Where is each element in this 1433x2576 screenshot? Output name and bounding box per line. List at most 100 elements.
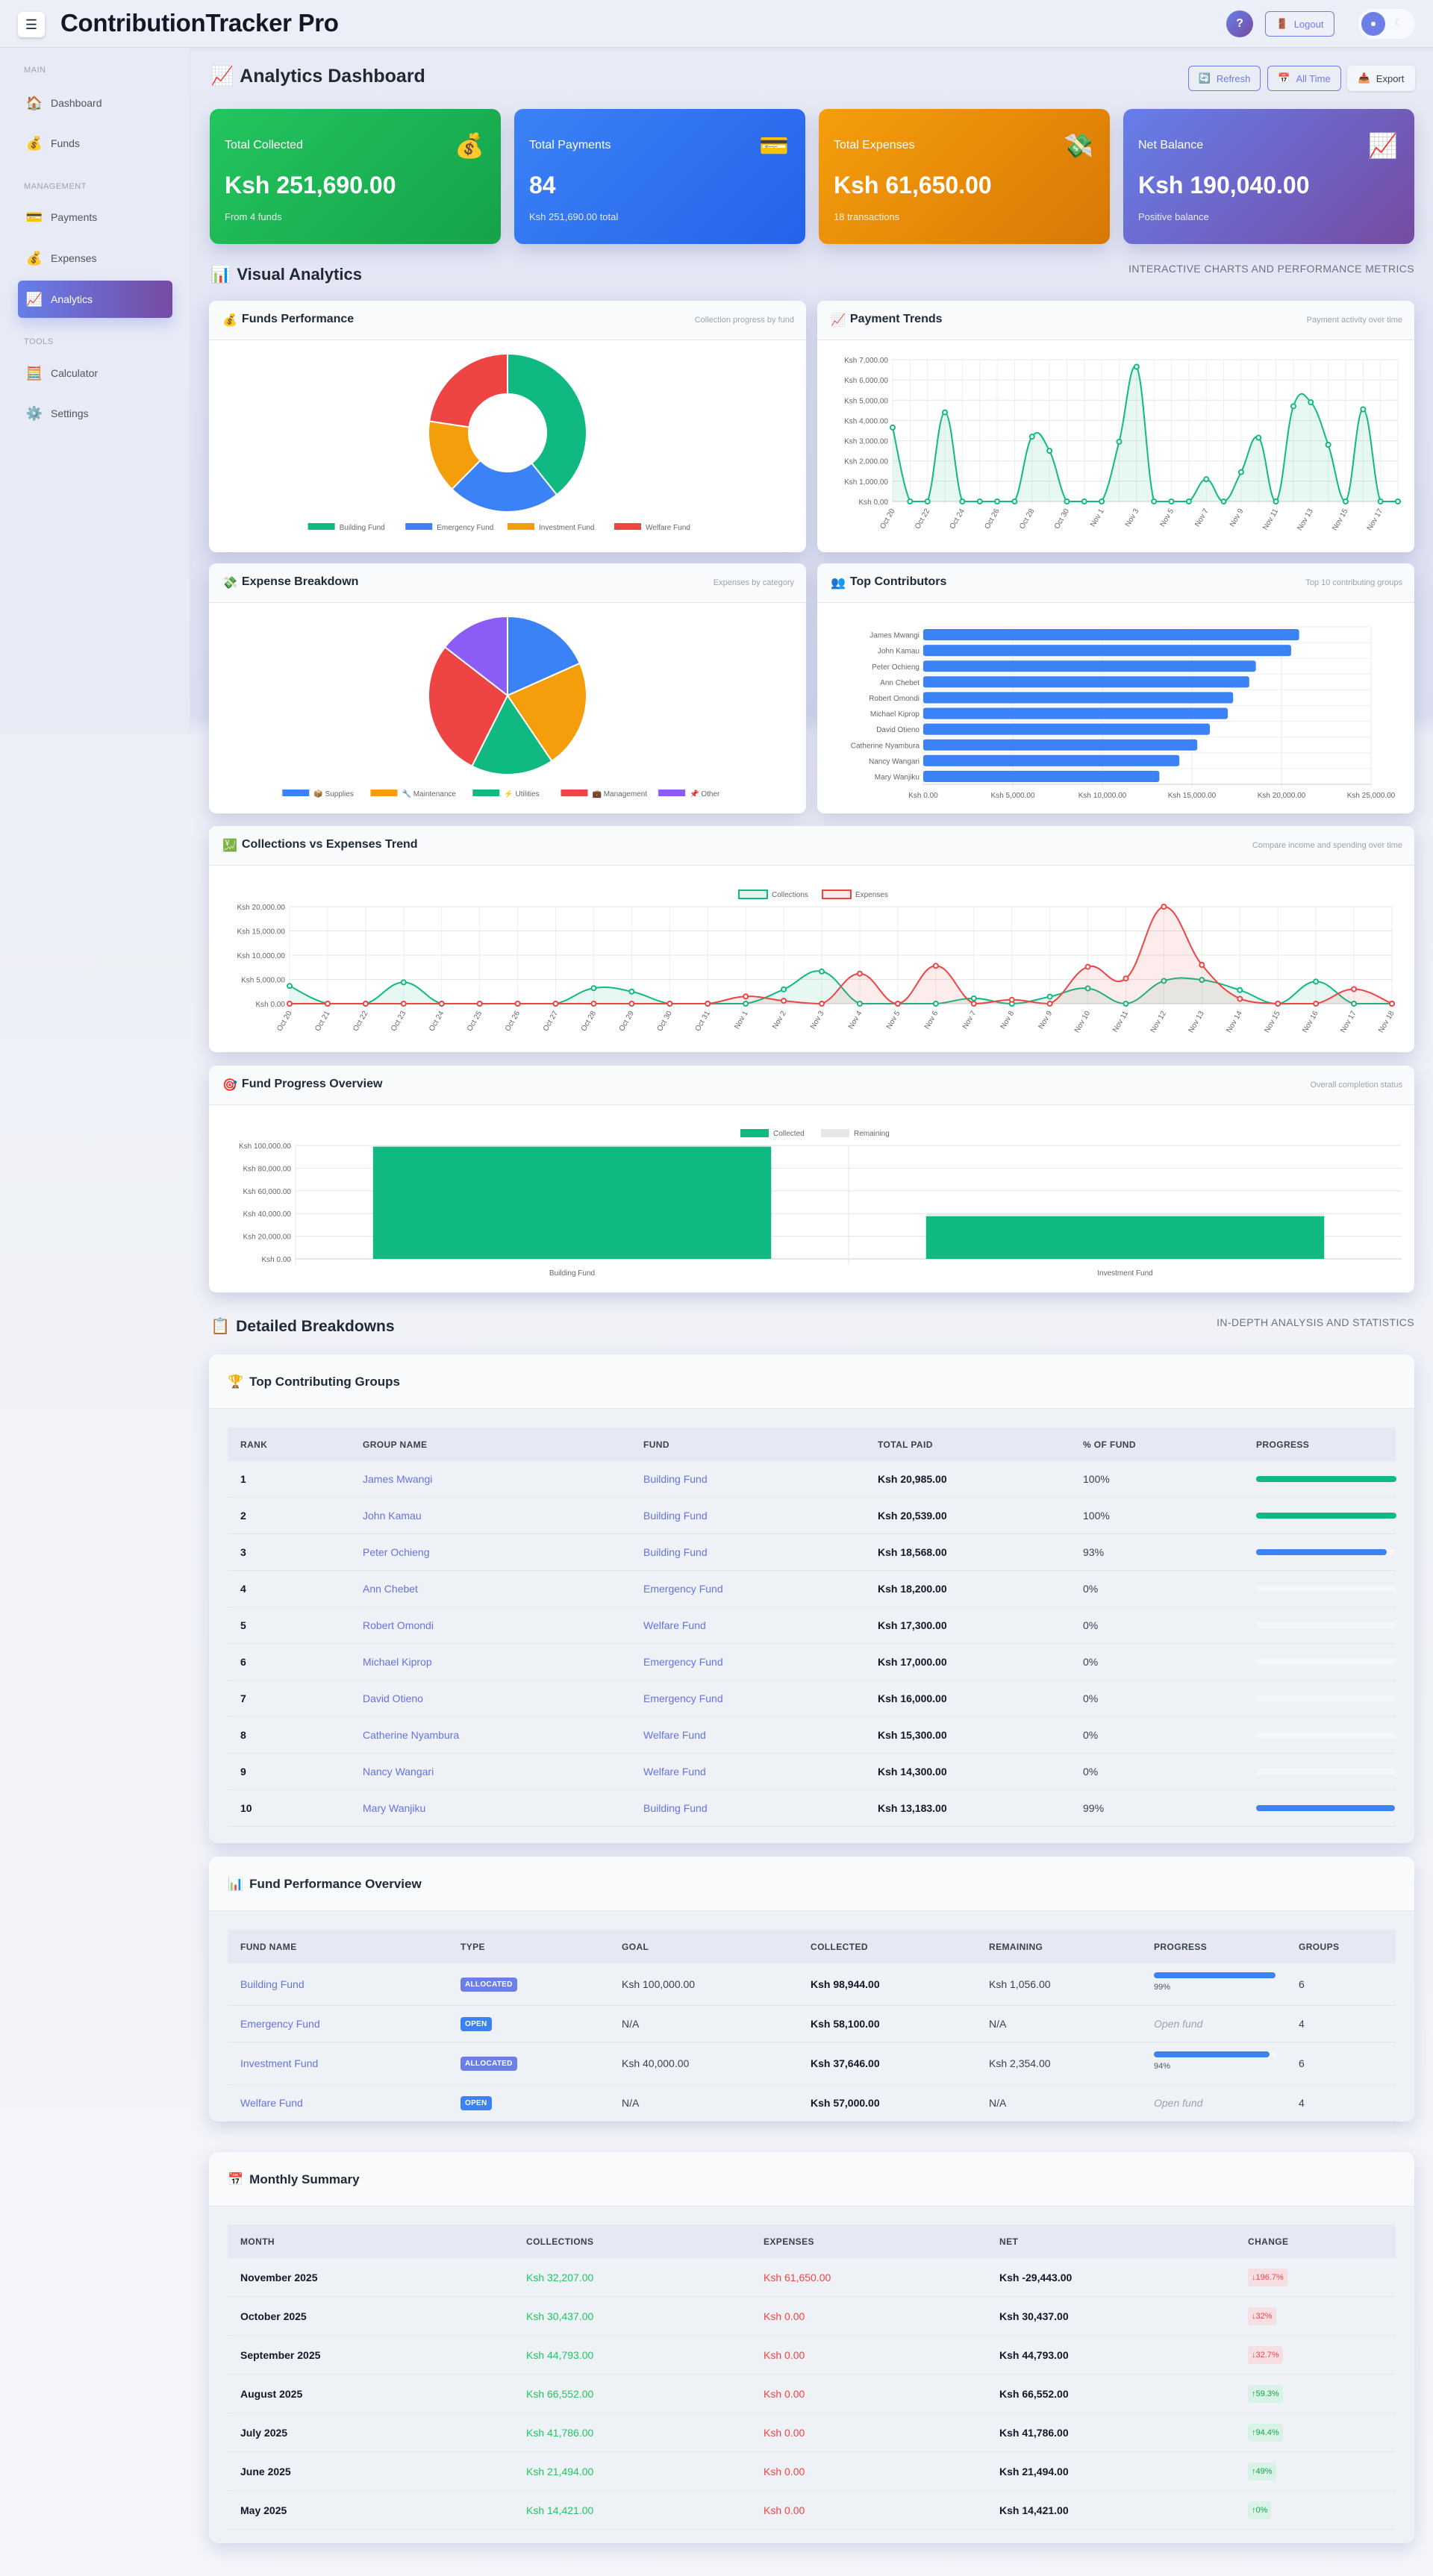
column-header[interactable]: EXPENSES	[764, 2236, 814, 2247]
x-tick-label: Oct 24	[428, 1010, 446, 1033]
top-contributors-bar-chart[interactable]: Ksh 0.00 Ksh 5,000.00 Ksh 10,000.00 Ksh 15,…	[817, 563, 1414, 813]
group-name-link[interactable]: John Kamau	[363, 1510, 422, 1522]
help-button[interactable]: ?	[1226, 10, 1253, 37]
column-header[interactable]: RANK	[240, 1439, 268, 1450]
table-cell: ↑49%	[1235, 2462, 1396, 2480]
pie-slice	[451, 459, 558, 513]
column-header[interactable]: TYPE	[461, 1941, 485, 1952]
data-point	[1046, 993, 1053, 1000]
column-header[interactable]: GROUPS	[1299, 1941, 1340, 1952]
column-header[interactable]: MONTH	[240, 2236, 275, 2247]
column-header[interactable]: GROUP NAME	[363, 1439, 428, 1450]
x-tick-label: Nov 7	[961, 1010, 978, 1031]
group-name-link[interactable]: David Otieno	[363, 1692, 423, 1704]
y-tick-label: Robert Omondi	[869, 695, 920, 703]
sidebar-item-settings[interactable]: ⚙️ Settings	[18, 395, 172, 432]
fund-link[interactable]: Emergency Fund	[643, 1656, 723, 1668]
data-point	[1237, 995, 1243, 1002]
fund-link[interactable]: Building Fund	[643, 1802, 708, 1814]
table-cell: Ksh 20,539.00	[865, 1510, 1070, 1522]
stat-value: Ksh 251,690.00	[225, 172, 396, 198]
data-point	[1168, 498, 1175, 504]
sidebar-item-expenses[interactable]: 💰 Expenses	[18, 240, 172, 277]
refresh-button[interactable]: 🔄 Refresh	[1188, 66, 1261, 91]
bar-remaining	[925, 1213, 1325, 1216]
collected: Ksh 98,944.00	[811, 1978, 880, 1990]
group-name-link[interactable]: Mary Wanjiku	[363, 1802, 426, 1814]
fund-name-link[interactable]: Welfare Fund	[240, 2097, 303, 2109]
logout-button[interactable]: 🚪 Logout	[1265, 11, 1334, 37]
column-header[interactable]: CHANGE	[1248, 2236, 1289, 2247]
progress-bar	[1154, 2051, 1277, 2057]
column-header[interactable]: % OF FUND	[1083, 1439, 1136, 1450]
fund-link[interactable]: Emergency Fund	[643, 1583, 723, 1595]
x-tick-label: Oct 23	[390, 1010, 408, 1033]
fund-link[interactable]: Welfare Fund	[643, 1619, 706, 1631]
column-header[interactable]: PROGRESS	[1154, 1941, 1208, 1952]
sidebar-item-funds[interactable]: 💰 Funds	[18, 125, 172, 162]
funds-doughnut-chart[interactable]: Building Fund Emergency Fund Investment Fu…	[209, 301, 806, 552]
table-cell: James Mwangi	[350, 1473, 631, 1485]
data-point	[890, 424, 896, 431]
table-row: 3 Peter Ochieng Building Fund Ksh 18,568.00…	[228, 1534, 1396, 1571]
column-header[interactable]: COLLECTIONS	[526, 2236, 594, 2247]
fund-link[interactable]: Welfare Fund	[643, 1766, 706, 1778]
menu-toggle-button[interactable]: ☰	[18, 12, 45, 37]
sidebar-item-dashboard[interactable]: 🏠 Dashboard	[18, 84, 172, 122]
period-filter-button[interactable]: 📅 All Time	[1267, 66, 1341, 91]
theme-toggle[interactable]: ☾	[1358, 9, 1415, 39]
table-cell: Ksh 17,300.00	[865, 1619, 1070, 1631]
collections-expenses-line-chart[interactable]: Oct 20 Oct 21 Oct 22 Oct 23 Oct 24 Oct 25 Oct …	[209, 826, 1414, 1052]
fund-link[interactable]: Building Fund	[643, 1546, 708, 1558]
rank-cell: 3	[240, 1546, 246, 1558]
sidebar-item-calculator[interactable]: 🧮 Calculator	[18, 354, 172, 392]
data-point	[942, 409, 949, 416]
total-paid: Ksh 20,985.00	[878, 1473, 947, 1485]
column-header[interactable]: COLLECTED	[811, 1941, 868, 1952]
table-cell: Ksh 44,793.00	[987, 2349, 1235, 2361]
table-cell: Ksh 18,568.00	[865, 1546, 1070, 1558]
expense-pie-chart[interactable]: 📦 Supplies 🔧 Maintenance ⚡ Utilities 💼 Mana…	[209, 563, 806, 813]
fund-name-link[interactable]: Building Fund	[240, 1978, 305, 1990]
column-header[interactable]: PROGRESS	[1256, 1439, 1310, 1450]
fund-name-link[interactable]: Emergency Fund	[240, 2018, 320, 2030]
column-header[interactable]: GOAL	[622, 1941, 649, 1952]
group-name-link[interactable]: Michael Kiprop	[363, 1656, 432, 1668]
fund-progress-bar-chart[interactable]: Ksh 0.00 Ksh 20,000.00 Ksh 40,000.00 Ksh 60…	[209, 1066, 1414, 1292]
sidebar-item-analytics[interactable]: 📈 Analytics	[18, 281, 172, 318]
group-name-link[interactable]: Peter Ochieng	[363, 1546, 430, 1558]
sidebar-item-payments[interactable]: 💳 Payments	[18, 198, 172, 236]
table-cell: Ksh 1,056.00	[976, 1978, 1141, 1990]
fund-link[interactable]: Welfare Fund	[643, 1729, 706, 1741]
fund-link[interactable]: Building Fund	[643, 1473, 708, 1485]
fund-name-link[interactable]: Investment Fund	[240, 2057, 319, 2069]
table-cell: Building Fund	[631, 1473, 865, 1485]
column-header[interactable]: TOTAL PAID	[878, 1439, 933, 1450]
group-name-link[interactable]: James Mwangi	[363, 1473, 433, 1485]
table-cell: Ksh 41,786.00	[513, 2427, 751, 2439]
group-name-link[interactable]: Ann Chebet	[363, 1583, 418, 1595]
table-cell: 6	[1286, 1978, 1396, 1990]
group-name-link[interactable]: Nancy Wangari	[363, 1766, 434, 1778]
column-header[interactable]: FUND NAME	[240, 1941, 297, 1952]
column-header[interactable]: NET	[999, 2236, 1019, 2247]
group-name-link[interactable]: Catherine Nyambura	[363, 1729, 460, 1741]
collections: Ksh 41,786.00	[526, 2426, 594, 2439]
chart-up-icon: 📈	[210, 66, 234, 87]
column-header[interactable]: REMAINING	[989, 1941, 1043, 1952]
fund-link[interactable]: Building Fund	[643, 1510, 708, 1522]
period-label: All Time	[1296, 72, 1331, 84]
y-tick-label: Michael Kiprop	[870, 710, 920, 719]
money-bag-icon: 💰	[222, 314, 237, 327]
x-tick-label: Nov 11	[1261, 507, 1280, 532]
payment-trends-line-chart[interactable]: Ksh 0.00 Ksh 1,000.00 Ksh 2,000.00 Ksh 3,00…	[817, 301, 1414, 552]
remaining: N/A	[989, 2018, 1007, 2030]
data-point	[1395, 498, 1401, 504]
export-button[interactable]: 📥 Export	[1347, 66, 1415, 91]
column-header[interactable]: FUND	[643, 1439, 669, 1450]
data-point	[1342, 498, 1349, 504]
fund-link[interactable]: Emergency Fund	[643, 1692, 723, 1704]
table-cell: 0%	[1070, 1729, 1243, 1741]
table-row: Welfare Fund OPEN N/A Ksh 57,000.00 N/A Open …	[228, 2085, 1396, 2122]
group-name-link[interactable]: Robert Omondi	[363, 1619, 434, 1631]
